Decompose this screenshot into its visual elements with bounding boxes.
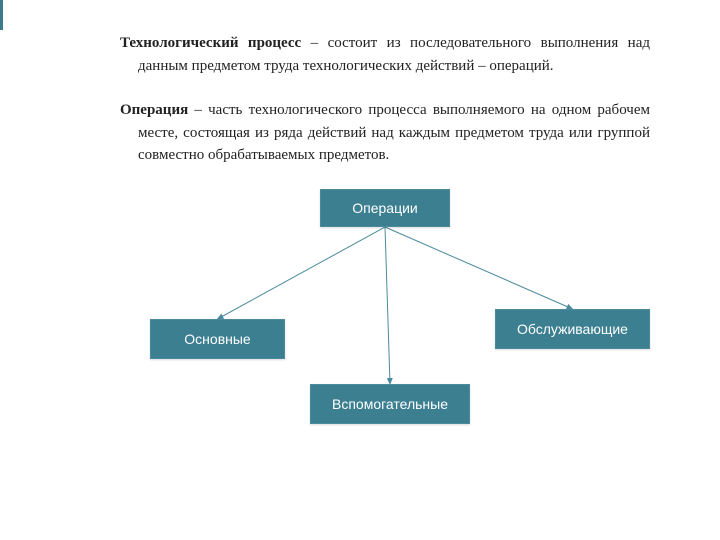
node-aux: Вспомогательные: [310, 384, 470, 424]
paragraph-2: Операция – часть технологического процес…: [120, 99, 650, 167]
rest-2: – часть технологического процесса выполн…: [138, 102, 650, 163]
operations-diagram: Операции Основные Вспомогательные Обслужива…: [120, 189, 650, 449]
paragraph-1: Технологический процесс – состоит из пос…: [120, 32, 650, 77]
text-content: Технологический процесс – состоит из пос…: [0, 0, 720, 449]
term-2: Операция: [120, 102, 188, 118]
term-1: Технологический процесс: [120, 35, 301, 51]
node-serv: Обслуживающие: [495, 309, 650, 349]
node-main: Основные: [150, 319, 285, 359]
node-root: Операции: [320, 189, 450, 227]
accent-line: [0, 0, 3, 30]
